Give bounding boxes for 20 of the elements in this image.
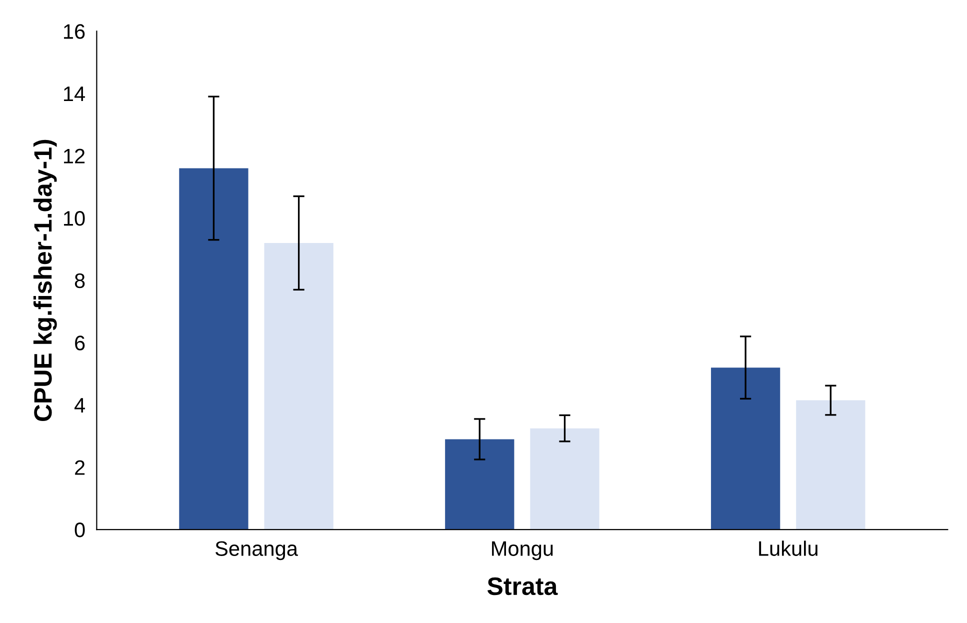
y-tick-label: 4	[74, 398, 85, 412]
y-axis-title: CPUE kg.fisher-1.day-1)	[33, 140, 57, 422]
x-tick-label: Mongu	[492, 541, 553, 560]
y-tick-label: 10	[64, 211, 85, 226]
x-tick-label: Senanga	[216, 541, 298, 560]
x-tick-label: Lukulu	[759, 540, 818, 556]
bar	[710, 368, 780, 530]
bar	[179, 168, 248, 530]
y-tick-label: 12	[64, 148, 85, 164]
y-tick-label: 8	[74, 273, 85, 288]
bar	[530, 428, 600, 530]
x-axis-title: Strata	[487, 577, 558, 596]
y-tick-label: 16	[64, 24, 85, 39]
bar	[264, 242, 334, 530]
y-tick-label: 14	[64, 86, 85, 101]
bar	[796, 400, 866, 530]
y-tick-label: 0	[74, 522, 85, 538]
bar	[445, 439, 514, 530]
y-tick-label: 6	[75, 336, 85, 350]
y-tick-label: 2	[75, 460, 85, 475]
